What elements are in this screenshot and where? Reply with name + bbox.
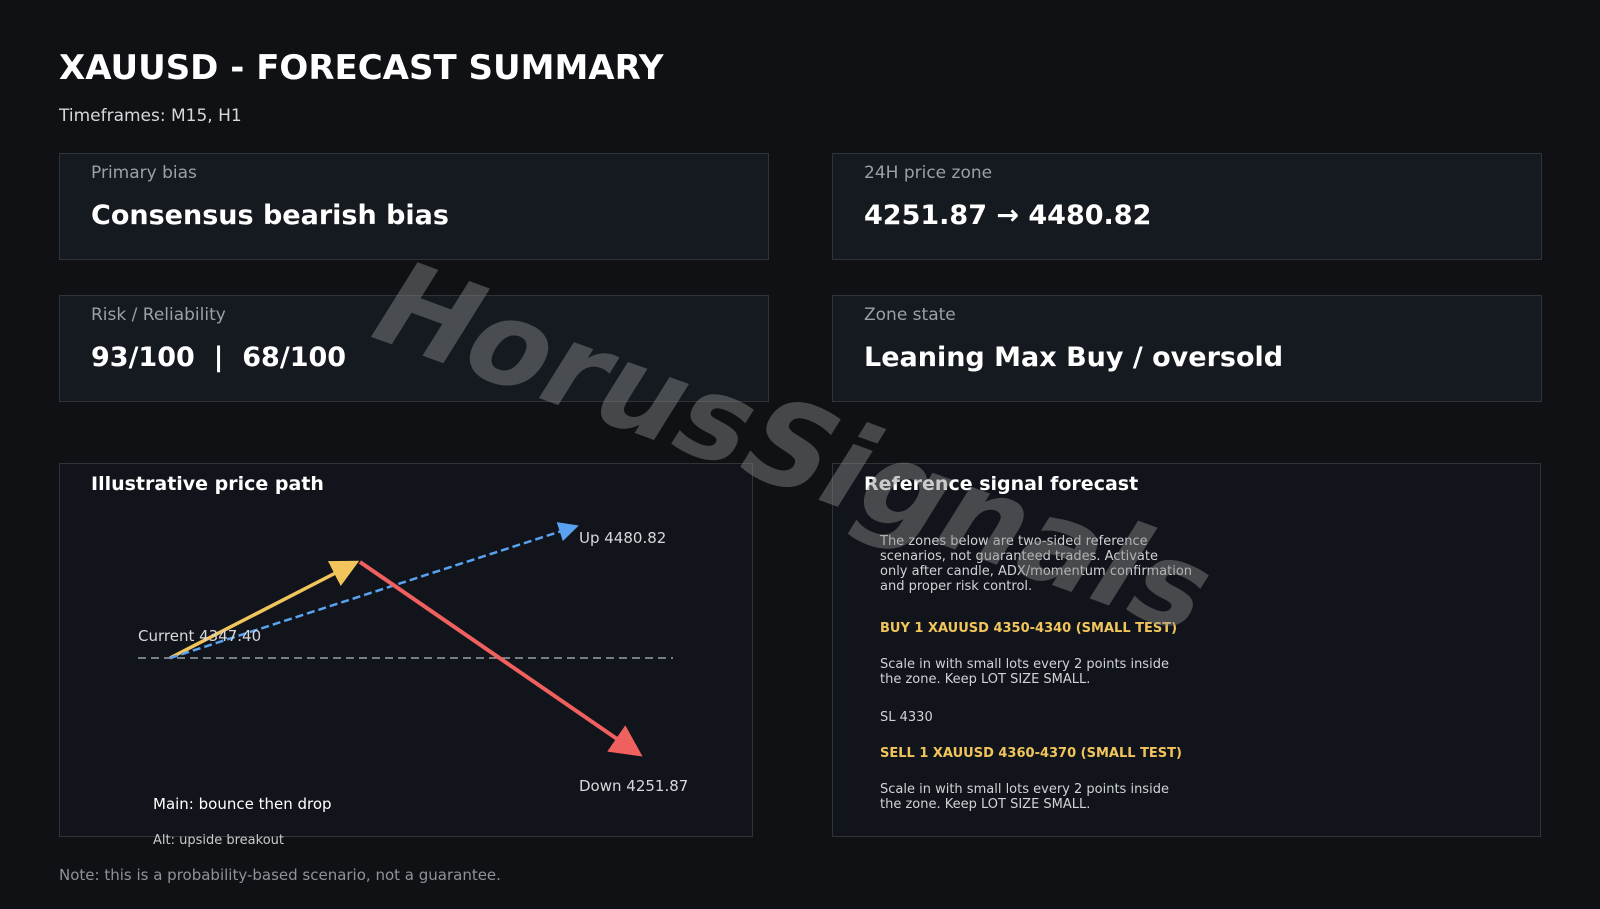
footnote: Note: this is a probability-based scenar… bbox=[59, 866, 501, 884]
subtitle: Timeframes: M15, H1 bbox=[59, 106, 242, 126]
card-value: Leaning Max Buy / oversold bbox=[864, 342, 1284, 373]
info-card: 24H price zone 4251.87 → 4480.82 bbox=[832, 153, 1542, 260]
card-label: Zone state bbox=[864, 305, 956, 325]
panel-title: Reference signal forecast bbox=[864, 473, 1139, 495]
watermark: HorusSignals bbox=[345, 239, 1243, 658]
body-text: and proper risk control. bbox=[880, 579, 1033, 594]
card-label: Primary bias bbox=[91, 163, 197, 183]
info-card: Primary bias Consensus bearish bias bbox=[59, 153, 769, 260]
bounce-arrow bbox=[169, 560, 360, 660]
signal-panel: Reference signal forecast The zones belo… bbox=[832, 463, 1541, 837]
breakout-arrow bbox=[169, 522, 579, 660]
card-value: 4251.87 → 4480.82 bbox=[864, 200, 1152, 231]
body-text: scenarios, not guaranteed trades. Activa… bbox=[880, 549, 1158, 564]
body-text: only after candle, ADX/momentum confirma… bbox=[880, 564, 1193, 579]
body-text: Scale in with small lots every 2 points … bbox=[880, 782, 1169, 797]
card-value: 93/100 | 68/100 bbox=[91, 342, 347, 373]
page-title: XAUUSD - FORECAST SUMMARY bbox=[59, 48, 664, 88]
body-text: the zone. Keep LOT SIZE SMALL. bbox=[880, 797, 1091, 812]
info-card: Zone state Leaning Max Buy / oversold bbox=[832, 295, 1542, 402]
up-label: Up 4480.82 bbox=[579, 529, 666, 547]
down-label: Down 4251.87 bbox=[579, 777, 688, 795]
body-text: Scale in with small lots every 2 points … bbox=[880, 657, 1169, 672]
body-text: the zone. Keep LOT SIZE SMALL. bbox=[880, 672, 1091, 687]
stop-loss: SL 4330 bbox=[880, 710, 933, 725]
panel-title: Illustrative price path bbox=[91, 473, 324, 495]
card-value: Consensus bearish bias bbox=[91, 200, 449, 231]
info-card: Risk / Reliability 93/100 | 68/100 bbox=[59, 295, 769, 402]
current-label: Current 4347.40 bbox=[138, 627, 261, 645]
main-scenario: Main: bounce then drop bbox=[153, 795, 332, 813]
price-path-panel: Illustrative price path bbox=[59, 463, 753, 837]
card-label: Risk / Reliability bbox=[91, 305, 226, 325]
alt-scenario: Alt: upside breakout bbox=[153, 833, 284, 848]
card-label: 24H price zone bbox=[864, 163, 993, 183]
drop-arrow bbox=[358, 560, 643, 757]
sell-signal: SELL 1 XAUUSD 4360-4370 (SMALL TEST) bbox=[880, 746, 1182, 761]
buy-signal: BUY 1 XAUUSD 4350-4340 (SMALL TEST) bbox=[880, 621, 1178, 636]
body-text: The zones below are two-sided reference bbox=[880, 534, 1148, 549]
